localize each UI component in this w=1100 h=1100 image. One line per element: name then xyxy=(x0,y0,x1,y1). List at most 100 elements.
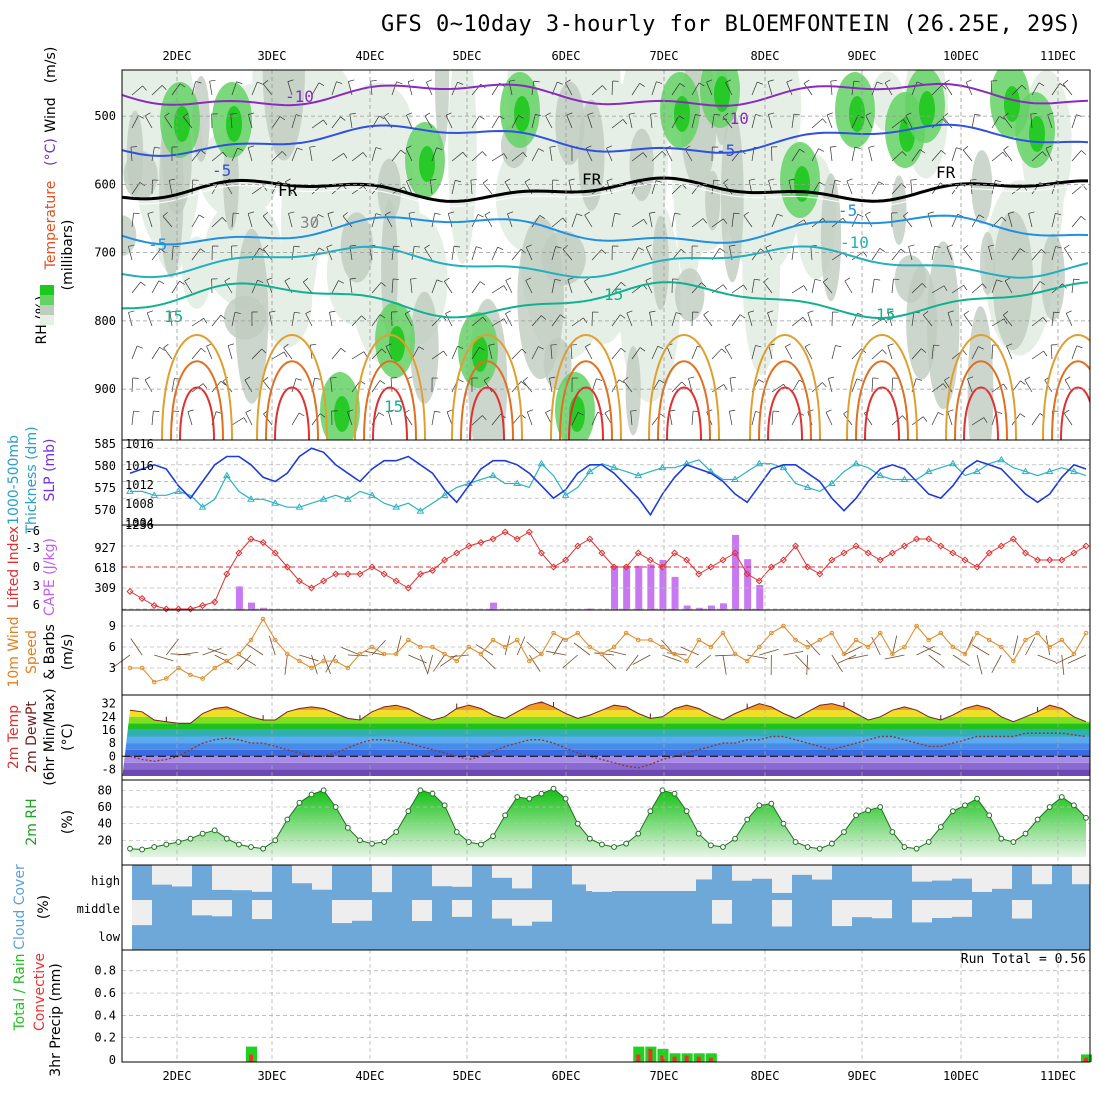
wind-barb xyxy=(791,412,799,426)
wind-barb xyxy=(1030,114,1033,129)
x-tick-label-bottom: 9DEC xyxy=(848,1069,877,1083)
rh-point xyxy=(889,829,896,835)
wind-barb xyxy=(128,246,133,261)
wind-barb-10m xyxy=(1013,635,1019,656)
wind-barb xyxy=(491,285,505,294)
y-tick-label-left: 585 xyxy=(94,437,116,451)
wind-barb xyxy=(631,347,641,360)
wind-point xyxy=(974,630,980,636)
wind-barb-flag xyxy=(900,248,906,254)
rh-shade-bright xyxy=(514,96,530,132)
x-tick-label-top: 4DEC xyxy=(356,49,385,63)
wind-barb xyxy=(262,83,273,96)
wind-barb xyxy=(786,81,793,96)
wind-barb-flag xyxy=(701,282,707,287)
wind-barb-flag xyxy=(803,79,810,84)
wind-barb-10m xyxy=(207,648,227,656)
wind-barb-10m xyxy=(871,636,881,656)
lifted-point xyxy=(743,570,751,578)
lifted-point xyxy=(428,566,437,575)
wind-barb-flag xyxy=(723,218,728,224)
wind-point xyxy=(285,651,290,657)
temp-contour-freezing-inner xyxy=(122,182,1088,207)
lifted-point xyxy=(307,584,316,592)
wind-barb-flag xyxy=(1004,277,1011,282)
wind-barb xyxy=(491,413,502,426)
rh-shade-grey xyxy=(926,241,960,410)
wind-barb xyxy=(471,281,481,294)
y-tick-label: 32 xyxy=(102,697,116,711)
thickness-point xyxy=(295,503,304,510)
cloud-gap-high xyxy=(312,865,332,890)
wind-point xyxy=(490,637,496,643)
series-line-wind-speed xyxy=(130,617,1087,683)
wind-barb-flag xyxy=(140,281,146,286)
wind-point xyxy=(1035,630,1040,636)
wind-barb xyxy=(224,280,233,294)
wind-barb-flag xyxy=(882,349,887,355)
precip-bar-total xyxy=(246,1046,258,1062)
cloud-gap-high xyxy=(772,865,792,893)
warm-contour xyxy=(855,360,909,440)
wind-barb-flag xyxy=(163,343,169,349)
wind-point xyxy=(430,644,435,650)
wind-barb xyxy=(771,213,778,228)
wind-point xyxy=(212,665,218,671)
wind-barb-flag xyxy=(245,409,252,413)
wind-barb xyxy=(511,381,522,393)
lifted-point xyxy=(368,563,376,571)
wind-barb xyxy=(151,347,160,360)
wind-barb xyxy=(351,351,365,360)
wind-barb xyxy=(571,213,577,228)
wind-barb xyxy=(688,378,693,393)
wind-point xyxy=(1059,637,1065,643)
temp-band xyxy=(122,762,1090,770)
wind-barb-flag xyxy=(144,112,151,117)
wind-point xyxy=(139,665,145,671)
wind-barb xyxy=(570,345,573,360)
wind-barb-flag xyxy=(430,179,437,181)
wind-barb-flag xyxy=(184,277,190,282)
wind-barb-flag xyxy=(865,112,872,116)
wind-barb xyxy=(971,417,985,426)
wind-barb-flag xyxy=(916,81,923,85)
wind-barb xyxy=(291,378,297,393)
wind-barb-flag xyxy=(445,310,452,314)
wind-barb xyxy=(1003,149,1013,162)
cloud-gap-high xyxy=(172,865,192,887)
wind-barb-flag xyxy=(822,118,827,124)
warm-contour xyxy=(363,360,417,440)
wind-barb-flag xyxy=(1047,112,1054,116)
rh-point xyxy=(586,835,593,842)
wind-barb xyxy=(407,81,413,96)
wind-barb xyxy=(525,280,533,294)
wind-barb-flag xyxy=(1066,310,1072,314)
wind-barb-flag xyxy=(628,112,635,115)
wind-barb xyxy=(767,81,773,96)
thickness-point xyxy=(610,463,618,471)
wind-barb-flag xyxy=(748,310,755,313)
wind-barb xyxy=(791,246,795,261)
wind-barb xyxy=(905,115,913,129)
rh-shade-bright xyxy=(919,91,935,127)
thickness-point xyxy=(126,487,134,494)
wind-barb xyxy=(206,345,213,360)
wind-barb-flag xyxy=(622,119,628,125)
lifted-point xyxy=(259,538,267,547)
wind-barb-flag xyxy=(703,310,709,316)
temp-contour-15 xyxy=(122,281,1089,320)
rh-point xyxy=(828,840,835,847)
wind-barb xyxy=(505,280,513,294)
wind-barb xyxy=(231,147,238,162)
wind-barb xyxy=(991,279,997,294)
y-tick-label-left: -6 xyxy=(26,524,40,538)
wind-barb xyxy=(471,346,480,360)
rh-shade-grey xyxy=(652,215,669,311)
precip-bar-total xyxy=(657,1048,669,1062)
lifted-point xyxy=(1046,556,1054,564)
wind-barb-flag xyxy=(444,277,450,282)
lifted-point xyxy=(283,563,291,571)
wind-barb xyxy=(851,378,858,393)
wind-barb-10m xyxy=(420,654,429,674)
cape-bar xyxy=(756,584,764,610)
